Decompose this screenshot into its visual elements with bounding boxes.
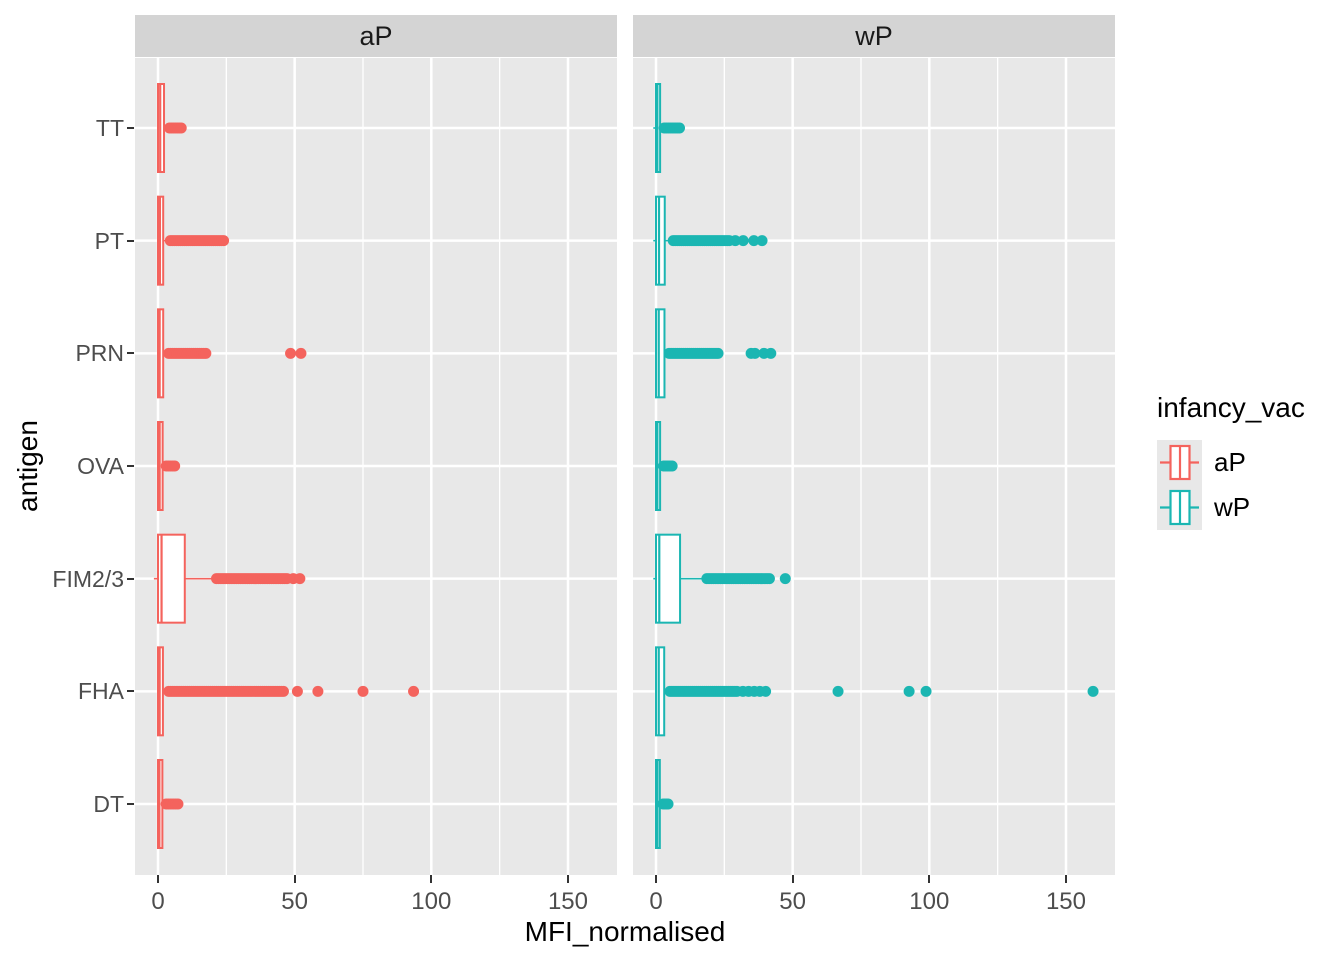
x-axis-title: MFI_normalised (524, 916, 726, 947)
boxplot-aP-PRN (157, 308, 307, 399)
legend-swatch-aP (1157, 440, 1202, 485)
x-tick-label: 150 (547, 888, 588, 915)
legend-title: infancy_vac (1157, 392, 1305, 423)
x-tick-mark (791, 875, 794, 883)
facet-strip-aP: aP (135, 15, 617, 57)
legend-key-aP: aP (1157, 440, 1305, 485)
facet-strip-label-wP: wP (855, 20, 893, 51)
x-tick-label: 50 (281, 888, 308, 915)
boxplot-wP-OVA (655, 421, 678, 512)
boxplot-wP-PRN (655, 308, 777, 399)
x-tick-mark (655, 875, 657, 883)
x-tick-mark (430, 875, 433, 883)
y-tick-mark (127, 465, 134, 467)
x-tick-mark (293, 875, 296, 883)
x-tick-mark (566, 875, 569, 883)
legend: infancy_vac aP wP (1157, 392, 1305, 530)
y-tick-label-PRN: PRN (75, 340, 124, 367)
boxplot-wP-DT (655, 759, 674, 850)
y-tick-mark (127, 239, 134, 242)
y-tick-mark (127, 577, 134, 580)
y-tick-label-FHA: FHA (78, 678, 124, 705)
boxplot-aP-PT (157, 195, 230, 286)
boxplot-aP-FIM2/3 (153, 533, 306, 624)
y-axis-title: antigen (12, 420, 43, 512)
x-tick-label: 100 (411, 888, 452, 915)
y-tick-label-OVA: OVA (77, 453, 124, 479)
legend-label-wP: wP (1214, 492, 1251, 522)
x-tick-label: 150 (1045, 888, 1086, 915)
y-tick-label-TT: TT (95, 115, 124, 141)
y-tick-mark (127, 690, 134, 693)
x-tick-mark (1064, 875, 1067, 883)
boxplot-aP-FHA (157, 646, 420, 737)
panel-wP (633, 58, 1115, 875)
boxplot-glyph-icon (1160, 444, 1199, 481)
y-tick-label-DT: DT (93, 791, 124, 817)
boxplot-wP-PT (653, 195, 768, 286)
boxplot-aP-OVA (157, 421, 181, 512)
x-tick-label: 100 (909, 888, 950, 915)
y-tick-label-FIM2/3: FIM2/3 (52, 565, 124, 592)
legend-label-aP: aP (1214, 447, 1246, 477)
boxplot-glyph-icon (1160, 489, 1199, 526)
boxplot-wP-FHA (655, 646, 1099, 737)
y-tick-mark (127, 803, 134, 805)
panel-aP (135, 58, 617, 875)
legend-key-wP: wP (1157, 485, 1305, 530)
x-tick-label: 0 (649, 888, 663, 915)
facet-strip-wP: wP (633, 15, 1115, 57)
x-tick-label: 0 (151, 888, 165, 915)
x-tick-mark (928, 875, 931, 883)
x-tick-label: 50 (779, 888, 806, 915)
y-tick-mark (127, 352, 134, 355)
y-tick-label-PT: PT (94, 227, 124, 254)
boxplot-wP-TT (653, 83, 686, 173)
x-tick-mark (157, 875, 159, 883)
y-tick-mark (127, 127, 134, 129)
boxplot-wP-FIM2/3 (653, 533, 791, 624)
boxplot-aP-DT (157, 759, 184, 850)
boxplot-aP-TT (157, 83, 187, 173)
legend-swatch-wP (1157, 485, 1202, 530)
facet-strip-label-aP: aP (359, 20, 393, 51)
